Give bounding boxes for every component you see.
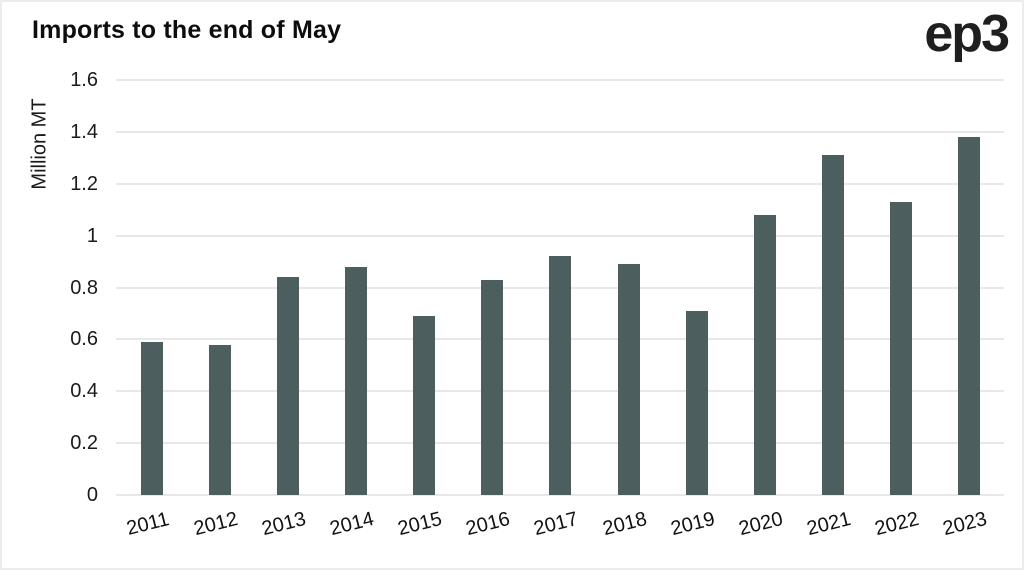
bar-2023 bbox=[957, 137, 980, 495]
ep3-logo: ep3 bbox=[924, 5, 1010, 63]
y-tick-label: 0.6 bbox=[70, 328, 98, 351]
y-tick-label: 0.2 bbox=[70, 432, 98, 455]
gridline bbox=[116, 182, 1004, 185]
bar-2011 bbox=[141, 341, 163, 495]
x-tick-label-2022: 2022 bbox=[872, 507, 922, 541]
bar-2019 bbox=[685, 310, 708, 495]
gridline bbox=[116, 130, 1004, 133]
x-tick-label-2015: 2015 bbox=[395, 507, 445, 541]
y-tick-label: 1.4 bbox=[70, 120, 98, 143]
bar-2016 bbox=[481, 279, 504, 495]
bar-2020 bbox=[753, 214, 776, 495]
x-tick-label-2012: 2012 bbox=[191, 507, 241, 541]
y-tick-label: 1.2 bbox=[70, 172, 98, 195]
bar-2022 bbox=[889, 201, 912, 495]
x-tick-label-2021: 2021 bbox=[804, 507, 853, 541]
x-tick-label-2017: 2017 bbox=[532, 507, 581, 541]
x-tick-label-2023: 2023 bbox=[940, 507, 990, 541]
x-tick-label-2019: 2019 bbox=[668, 507, 717, 541]
x-tick-label-2016: 2016 bbox=[464, 507, 513, 541]
bar-2012 bbox=[209, 344, 232, 495]
x-tick-label-2014: 2014 bbox=[327, 507, 377, 541]
gridline bbox=[116, 234, 1004, 237]
x-tick-label-2013: 2013 bbox=[259, 507, 309, 541]
x-tick-label-2018: 2018 bbox=[600, 507, 649, 541]
gridline bbox=[116, 79, 1004, 81]
x-tick-label-2011: 2011 bbox=[124, 508, 172, 540]
y-axis-ticks: 0 0.2 0.4 0.6 0.8 1 1.2 1.4 1.6 bbox=[30, 69, 98, 506]
bar-2015 bbox=[413, 316, 436, 495]
y-tick-label: 0 bbox=[86, 484, 98, 506]
bar-2021 bbox=[821, 155, 844, 495]
bar-2017 bbox=[549, 256, 572, 495]
y-tick-label: 0.8 bbox=[70, 276, 98, 299]
bar-2018 bbox=[617, 264, 640, 495]
gridline bbox=[116, 494, 1004, 496]
chart-title: Imports to the end of May bbox=[32, 16, 342, 44]
y-tick-label: 1 bbox=[86, 224, 98, 247]
y-tick-label: 1.6 bbox=[70, 69, 98, 91]
y-tick-label: 0.4 bbox=[70, 380, 98, 403]
bar-2014 bbox=[345, 266, 368, 495]
x-tick-label-2020: 2020 bbox=[736, 507, 785, 541]
plot-area: 2011 2012 2013 2014 2015 2016 2017 2018 2019 2020… bbox=[116, 79, 1004, 540]
bar-2013 bbox=[277, 277, 300, 495]
